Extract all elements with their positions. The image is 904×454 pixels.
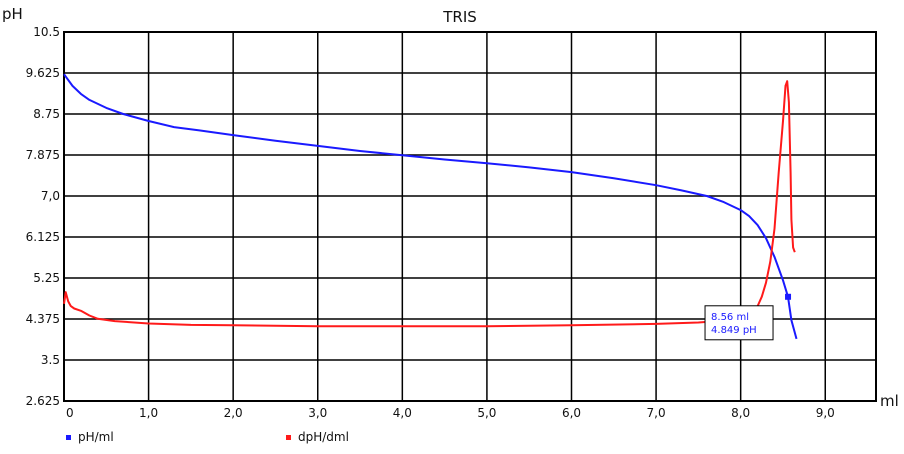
x-tick-label: 5,0 [477, 406, 496, 420]
y-tick-label: 9.625 [26, 66, 60, 80]
legend: pH/ml dpH/dml [66, 430, 349, 444]
y-tick-label: 7,0 [41, 189, 60, 203]
y-tick-label: 4.375 [26, 312, 60, 326]
legend-label-ph: pH/ml [78, 430, 114, 444]
plot-frame [63, 31, 877, 402]
y-tick-label: 7.875 [26, 148, 60, 162]
y-tick-label: 8.75 [33, 107, 60, 121]
tick-labels: 10.5 9.625 8.75 7.875 7,0 6.125 5.25 4.375 3.5 2.… [26, 25, 835, 420]
x-tick-label: 9,0 [816, 406, 835, 420]
series-lines [63, 73, 798, 340]
y-tick-label: 5.25 [33, 271, 60, 285]
legend-swatch-ph [66, 435, 71, 440]
x-tick-label: 6,0 [562, 406, 581, 420]
tooltip-box [704, 305, 774, 341]
x-tick-label: 1,0 [139, 406, 158, 420]
tooltip-volume: 8.56 ml [711, 312, 749, 323]
tooltip-ph: 4.849 pH [711, 325, 757, 336]
y-tick-label: 3.5 [41, 353, 60, 367]
x-axis-title: ml [880, 392, 899, 410]
chart-title: TRIS [442, 8, 477, 26]
x-tick-label: 2,0 [224, 406, 243, 420]
grid [63, 31, 877, 402]
y-tick-label: 6.125 [26, 230, 60, 244]
data-tooltip: 8.56 ml 4.849 pH [704, 293, 792, 341]
x-tick-label: 3,0 [308, 406, 327, 420]
x-tick-label: 7,0 [647, 406, 666, 420]
legend-label-dph: dpH/dml [298, 430, 349, 444]
x-tick-label: 0 [66, 406, 74, 420]
y-axis-title: pH [2, 5, 23, 23]
data-point-marker[interactable] [785, 293, 792, 300]
series-line-ph [63, 73, 798, 340]
y-tick-label: 2.625 [26, 394, 60, 408]
x-tick-label: 4,0 [393, 406, 412, 420]
series-line-dph [63, 80, 796, 328]
y-tick-label: 10.5 [33, 25, 60, 39]
legend-swatch-dph [286, 435, 291, 440]
x-tick-label: 8,0 [731, 406, 750, 420]
